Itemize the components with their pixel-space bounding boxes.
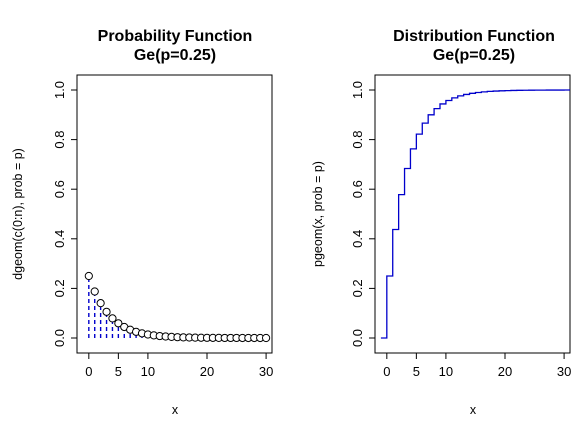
- x-tick-label: 30: [259, 364, 273, 379]
- x-tick-label: 10: [439, 364, 453, 379]
- distribution-function-panel: Distribution Function Ge(p=0.25) 0 5 10 20 3…: [311, 28, 571, 417]
- y-axis: 0.0 0.2 0.4 0.6 0.8 1.0: [350, 81, 375, 347]
- x-axis-label: x: [172, 403, 179, 417]
- y-tick-label: 0.2: [350, 279, 365, 297]
- x-tick-label: 30: [557, 364, 571, 379]
- x-axis-label: x: [470, 403, 477, 417]
- x-tick-label: 20: [498, 364, 512, 379]
- y-tick-label: 0.4: [350, 230, 365, 248]
- plot-marks: [84, 271, 271, 343]
- probability-point: [261, 333, 271, 343]
- y-tick-label: 1.0: [350, 81, 365, 99]
- y-tick-label: 0.6: [52, 180, 67, 198]
- probability-point: [90, 287, 99, 296]
- y-axis-label: pgeom(x, prob = p): [311, 161, 325, 267]
- y-tick-label: 0.6: [350, 180, 365, 198]
- chart-title: Distribution Function: [393, 28, 555, 45]
- y-tick-label: 0.0: [350, 329, 365, 347]
- probability-function-panel: Probability Function Ge(p=0.25) 0 5 10 20 30…: [11, 28, 273, 417]
- cdf-step-line: [380, 89, 570, 339]
- chart-subtitle: Ge(p=0.25): [134, 47, 216, 64]
- x-tick-label: 10: [141, 364, 155, 379]
- y-tick-label: 0.0: [52, 329, 67, 347]
- y-axis: 0.0 0.2 0.4 0.6 0.8 1.0: [52, 81, 77, 347]
- x-tick-label: 20: [200, 364, 214, 379]
- x-tick-label: 5: [413, 364, 420, 379]
- x-tick-label: 0: [383, 364, 390, 379]
- y-tick-label: 0.4: [52, 230, 67, 248]
- plot-frame: [76, 74, 273, 354]
- y-tick-label: 1.0: [52, 81, 67, 99]
- x-axis: 0 5 10 20 30: [383, 353, 571, 379]
- x-tick-label: 5: [115, 364, 122, 379]
- plot-frame: [374, 74, 571, 354]
- y-axis-label: dgeom(c(0:n), prob = p): [11, 148, 25, 280]
- x-axis: 0 5 10 20 30: [85, 353, 273, 379]
- x-tick-label: 0: [85, 364, 92, 379]
- plot-marks: [380, 89, 570, 339]
- probability-point: [114, 319, 123, 328]
- probability-point: [102, 307, 111, 316]
- chart-subtitle: Ge(p=0.25): [433, 47, 515, 64]
- y-tick-label: 0.8: [52, 131, 67, 149]
- chart-title: Probability Function: [98, 28, 253, 45]
- y-tick-label: 0.8: [350, 131, 365, 149]
- probability-point: [108, 314, 117, 323]
- probability-point: [96, 299, 105, 308]
- probability-point: [84, 271, 93, 281]
- y-tick-label: 0.2: [52, 279, 67, 297]
